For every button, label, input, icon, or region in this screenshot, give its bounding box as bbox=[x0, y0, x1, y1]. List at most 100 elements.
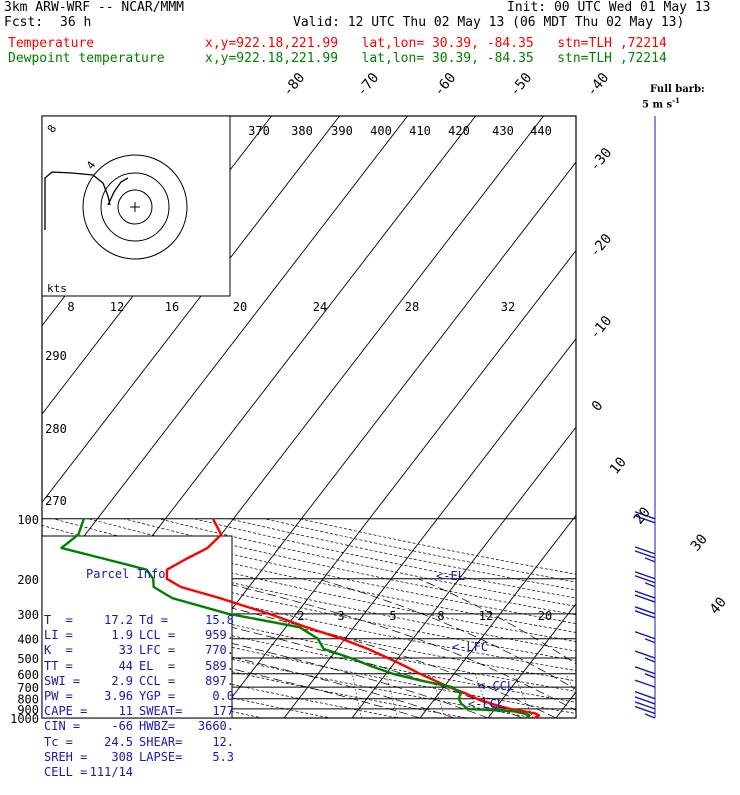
theta-tick-label: 400 bbox=[370, 124, 392, 138]
parcel-info-key: CAPE = bbox=[44, 704, 88, 719]
theta-tick-label: 270 bbox=[45, 494, 67, 508]
temperature-tick-label: -20 bbox=[587, 231, 616, 261]
theta-tick-label: 280 bbox=[45, 422, 67, 436]
parcel-info-value: 5.3 bbox=[190, 750, 234, 765]
isotherm-line bbox=[488, 116, 740, 718]
mixing-ratio-tick-label: 12 bbox=[479, 609, 493, 623]
parcel-info-value: -66 bbox=[88, 719, 134, 734]
parcel-info-value: 17.2 bbox=[88, 613, 134, 628]
wind-barb-feather bbox=[635, 576, 655, 583]
level-marker-lcl: <-LCL bbox=[468, 697, 504, 711]
wind-barb-feather bbox=[635, 607, 655, 614]
isotherm-line bbox=[352, 116, 740, 718]
temperature-tick-label: 10 bbox=[607, 454, 630, 477]
wind-barb bbox=[635, 667, 655, 678]
mixing-ratio-tick-label: 3 bbox=[337, 609, 344, 623]
temperature-tick-label: 30 bbox=[688, 531, 711, 554]
wind-barb bbox=[635, 651, 655, 662]
pressure-tick-label: 200 bbox=[17, 573, 39, 587]
parcel-info-key: CIN = bbox=[44, 719, 88, 734]
parcel-info-value: 33 bbox=[88, 643, 134, 658]
parcel-info-value: 44 bbox=[88, 659, 134, 674]
wind-barbs bbox=[635, 512, 655, 718]
hodograph-ring-label: 28 bbox=[405, 300, 419, 314]
parcel-info-value: 3660. bbox=[190, 719, 234, 734]
wind-barb bbox=[635, 680, 655, 687]
wind-barb bbox=[635, 607, 655, 618]
hodograph-ring-label: 8 bbox=[67, 300, 74, 314]
isotherm-line bbox=[420, 116, 740, 718]
parcel-info-key: TT = bbox=[44, 659, 88, 674]
wind-barb bbox=[635, 572, 655, 587]
wind-barb bbox=[635, 547, 655, 562]
pressure-tick-label: 500 bbox=[17, 652, 39, 666]
parcel-info-key: SWI = bbox=[44, 674, 88, 689]
wind-barb-feather bbox=[635, 632, 655, 639]
wind-barb-feather bbox=[645, 674, 655, 678]
pressure-tick-label: 600 bbox=[17, 668, 39, 682]
barb-key-line2: 5 m s-1 bbox=[642, 95, 680, 110]
hodograph-ring-label: 32 bbox=[501, 300, 515, 314]
hodograph-ring-label: 24 bbox=[313, 300, 327, 314]
pressure-tick-label: 300 bbox=[17, 608, 39, 622]
parcel-info-value: 0.0 bbox=[190, 689, 234, 704]
parcel-info-value: 24.5 bbox=[88, 735, 134, 750]
temperature-tick-label: -10 bbox=[587, 313, 616, 343]
temperature-tick-label: 40 bbox=[707, 594, 730, 617]
mixing-ratio-tick-label: 5 bbox=[389, 609, 396, 623]
parcel-info-key: SREH = bbox=[44, 750, 88, 765]
theta-tick-label: 380 bbox=[291, 124, 313, 138]
level-marker-lfc: <-LFC bbox=[452, 640, 488, 654]
parcel-info-title: Parcel Info bbox=[86, 567, 234, 582]
dry-adiabat bbox=[194, 519, 740, 722]
theta-tick-label: 440 bbox=[530, 124, 552, 138]
parcel-info-value: 770. bbox=[190, 643, 234, 658]
parcel-info-value: 1.9 bbox=[88, 628, 134, 643]
wind-barb bbox=[635, 632, 655, 643]
wind-barb-feather bbox=[635, 651, 655, 658]
pressure-tick-label: 1000 bbox=[10, 712, 39, 726]
temperature-tick-label: -40 bbox=[584, 70, 613, 100]
isotherm-line bbox=[284, 116, 740, 718]
wind-barb-feather bbox=[635, 551, 655, 558]
parcel-info-value: 308 bbox=[88, 750, 134, 765]
barb-key-exponent: -1 bbox=[672, 96, 680, 105]
level-marker-el: <-EL bbox=[436, 569, 465, 583]
parcel-info-value bbox=[190, 765, 234, 780]
wind-barb bbox=[645, 714, 655, 718]
wind-barb bbox=[635, 591, 655, 602]
wind-barb-feather bbox=[645, 558, 655, 562]
dry-adiabat bbox=[159, 519, 740, 722]
temperature-tick-label: -50 bbox=[507, 70, 536, 100]
temperature-tick-label: -30 bbox=[587, 145, 616, 175]
temperature-tick-label: 20 bbox=[631, 504, 654, 527]
temperature-tick-label: -70 bbox=[354, 70, 383, 100]
wind-barb-feather bbox=[635, 595, 655, 602]
parcel-info-key: Td = bbox=[133, 613, 190, 628]
parcel-info-value: 959. bbox=[190, 628, 234, 643]
mixing-ratio-line bbox=[566, 674, 588, 718]
parcel-info-key: CCL = bbox=[133, 674, 190, 689]
barb-key-units: 5 m s bbox=[642, 99, 672, 110]
temperature-tick-label: -60 bbox=[431, 70, 460, 100]
isotherm-line bbox=[624, 116, 740, 718]
parcel-info-key: LCL = bbox=[133, 628, 190, 643]
isotherm-line bbox=[692, 116, 740, 718]
parcel-info-key: YGP = bbox=[133, 689, 190, 704]
isotherm-line bbox=[556, 116, 740, 718]
level-marker-ccl: <-CCL bbox=[478, 679, 514, 693]
hodograph-ring-label: 12 bbox=[110, 300, 124, 314]
parcel-info-value: 177 bbox=[190, 704, 234, 719]
mixing-ratio-tick-label: 2 bbox=[297, 609, 304, 623]
wind-barb-feather bbox=[635, 591, 655, 598]
wind-barb-feather bbox=[635, 667, 655, 674]
parcel-info-key: PW = bbox=[44, 689, 88, 704]
mixing-ratio-tick-label: 20 bbox=[538, 609, 552, 623]
theta-tick-label: 420 bbox=[448, 124, 470, 138]
